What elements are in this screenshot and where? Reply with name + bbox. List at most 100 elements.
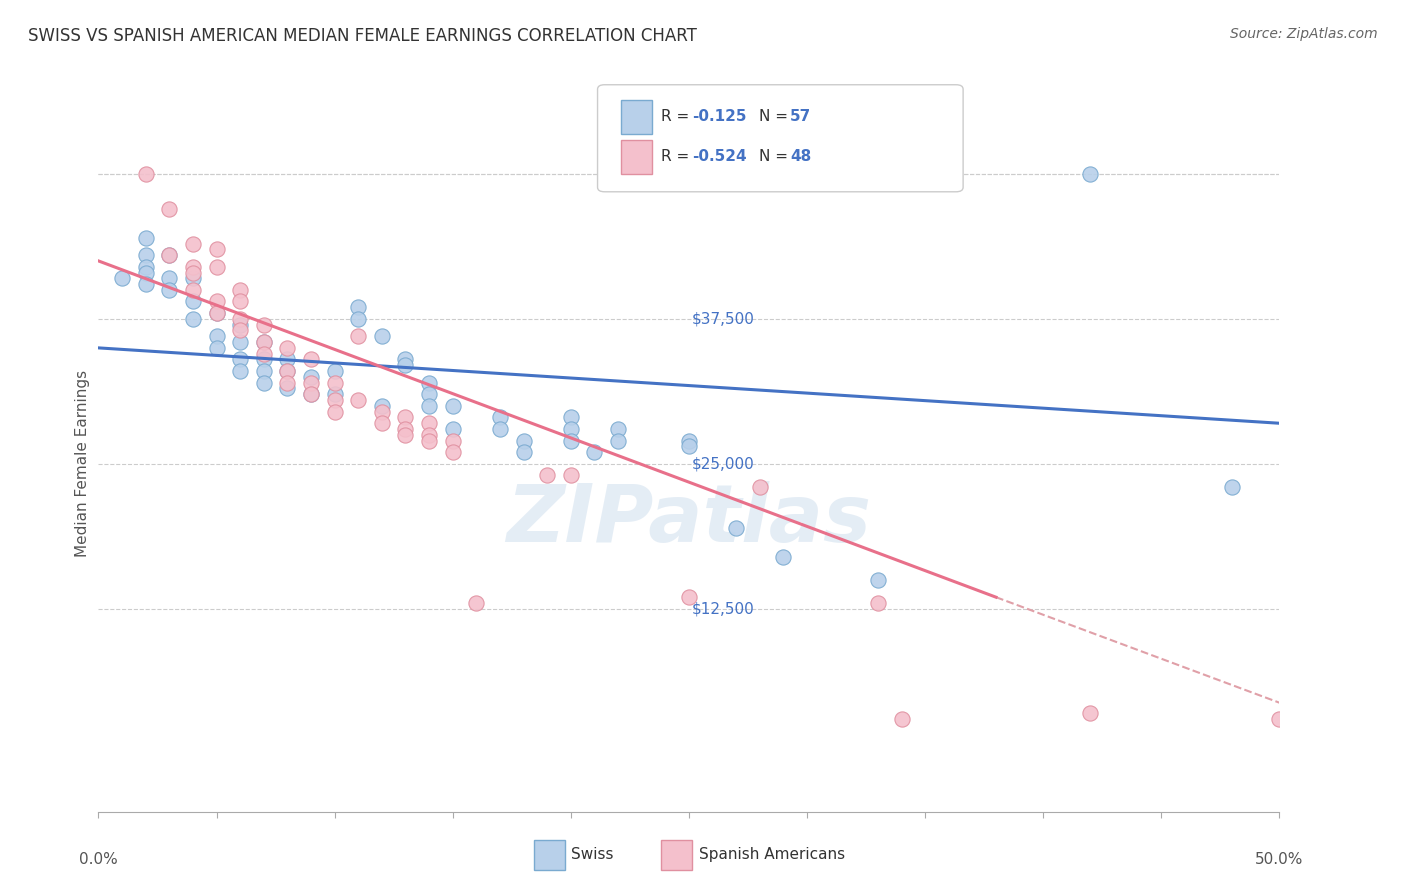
Point — [607, 434, 630, 448]
Point — [371, 399, 394, 413]
Point — [135, 260, 157, 274]
Point — [512, 445, 534, 459]
Point — [276, 341, 298, 355]
Point — [135, 230, 157, 244]
Point — [560, 468, 582, 483]
Point — [560, 422, 582, 436]
Point — [418, 428, 440, 442]
Point — [181, 271, 204, 285]
Point — [418, 387, 440, 401]
Point — [135, 266, 157, 280]
Point — [229, 364, 252, 378]
Point — [157, 283, 180, 297]
Text: R =: R = — [661, 150, 695, 164]
Point — [441, 399, 464, 413]
Text: $50,000: $50,000 — [692, 167, 754, 181]
Point — [276, 352, 298, 367]
Point — [205, 242, 228, 257]
Point — [418, 434, 440, 448]
Point — [371, 405, 394, 419]
Point — [135, 248, 157, 262]
Point — [205, 341, 228, 355]
Point — [229, 312, 252, 326]
Point — [748, 480, 770, 494]
Point — [181, 260, 204, 274]
Point — [253, 346, 276, 360]
Point — [253, 334, 276, 349]
Point — [157, 202, 180, 216]
Point — [371, 416, 394, 431]
Text: 57: 57 — [790, 110, 811, 124]
Point — [418, 416, 440, 431]
Point — [512, 434, 534, 448]
Point — [135, 167, 157, 181]
Text: R =: R = — [661, 110, 695, 124]
Point — [299, 369, 322, 384]
Point — [157, 271, 180, 285]
Point — [229, 352, 252, 367]
Text: SWISS VS SPANISH AMERICAN MEDIAN FEMALE EARNINGS CORRELATION CHART: SWISS VS SPANISH AMERICAN MEDIAN FEMALE … — [28, 27, 697, 45]
Point — [678, 434, 700, 448]
Point — [229, 283, 252, 297]
Point — [229, 334, 252, 349]
Point — [299, 376, 322, 390]
Point — [323, 392, 346, 407]
Point — [1080, 706, 1102, 721]
Point — [890, 712, 912, 726]
Point — [111, 271, 134, 285]
Point — [347, 300, 370, 315]
Point — [205, 260, 228, 274]
Point — [323, 364, 346, 378]
Point — [229, 324, 252, 338]
Text: -0.125: -0.125 — [692, 110, 747, 124]
Point — [229, 294, 252, 309]
Point — [181, 312, 204, 326]
Text: 50.0%: 50.0% — [1256, 853, 1303, 867]
Point — [441, 422, 464, 436]
Point — [678, 591, 700, 605]
Point — [323, 376, 346, 390]
Point — [607, 422, 630, 436]
Point — [1080, 167, 1102, 181]
Point — [135, 277, 157, 291]
Point — [560, 434, 582, 448]
Point — [299, 352, 322, 367]
Point — [276, 376, 298, 390]
Point — [323, 387, 346, 401]
Point — [276, 364, 298, 378]
Point — [394, 422, 416, 436]
Y-axis label: Median Female Earnings: Median Female Earnings — [75, 370, 90, 558]
Point — [253, 364, 276, 378]
Point — [323, 405, 346, 419]
Point — [205, 294, 228, 309]
Point — [157, 248, 180, 262]
Point — [276, 382, 298, 396]
Point — [489, 410, 512, 425]
Point — [678, 440, 700, 454]
Point — [181, 283, 204, 297]
Point — [560, 410, 582, 425]
Point — [347, 392, 370, 407]
Point — [583, 445, 606, 459]
Text: $25,000: $25,000 — [692, 457, 754, 471]
Point — [394, 410, 416, 425]
Point — [276, 364, 298, 378]
Point — [866, 596, 889, 610]
Point — [253, 334, 276, 349]
Text: 48: 48 — [790, 150, 811, 164]
Point — [299, 387, 322, 401]
Point — [536, 468, 558, 483]
Point — [394, 428, 416, 442]
Point — [371, 329, 394, 343]
Point — [1268, 712, 1291, 726]
Point — [299, 387, 322, 401]
Point — [181, 294, 204, 309]
Point — [441, 445, 464, 459]
Point — [418, 376, 440, 390]
Point — [181, 266, 204, 280]
Point — [205, 306, 228, 320]
Point — [866, 573, 889, 587]
Point — [205, 306, 228, 320]
Point — [772, 549, 794, 564]
Text: $12,500: $12,500 — [692, 601, 754, 616]
